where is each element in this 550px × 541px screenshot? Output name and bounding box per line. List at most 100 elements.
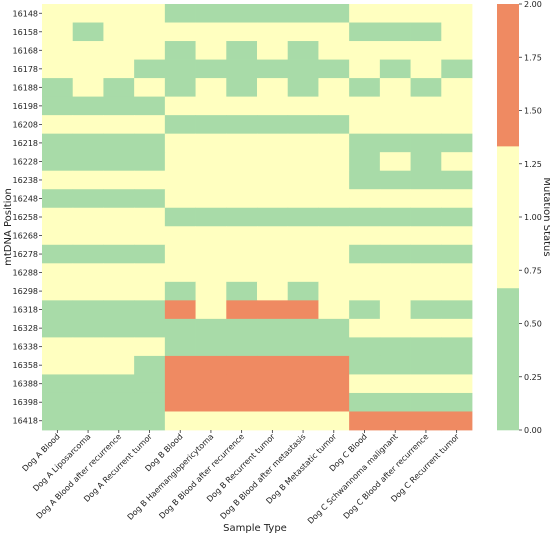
heatmap-cell [195, 318, 227, 338]
y-tick-label: 16228 [13, 157, 38, 166]
colorbar-tick-label: 0.25 [524, 373, 542, 382]
heatmap-cell [349, 244, 381, 264]
heatmap-cell [257, 244, 289, 264]
heatmap-cell [287, 355, 319, 375]
heatmap-cell [195, 96, 227, 116]
heatmap-cell [164, 170, 196, 190]
heatmap-cell [134, 226, 166, 246]
heatmap-cell [318, 337, 350, 357]
heatmap-cell [72, 263, 104, 283]
y-tick-label: 16198 [13, 102, 38, 111]
heatmap-cell [226, 78, 258, 98]
heatmap-cell [349, 41, 381, 60]
y-tick-label: 16328 [13, 324, 38, 333]
y-tick-label: 16288 [13, 269, 38, 278]
heatmap-cell [318, 411, 350, 431]
heatmap-cell [164, 300, 196, 320]
heatmap-cell [226, 244, 258, 264]
heatmap-cell [441, 355, 473, 375]
colorbar-tick-labels: 0.00 0.25 0.50 0.75 1.00 1.25 1.50 1.75 2.00 [519, 0, 542, 435]
heatmap-cell [318, 263, 350, 283]
heatmap-cell [103, 226, 135, 246]
heatmap-cell [441, 337, 473, 357]
heatmap-cell [195, 374, 227, 394]
heatmap-cell [72, 244, 104, 264]
heatmap-cell [42, 152, 74, 172]
heatmap-cell [195, 226, 227, 246]
heatmap-cell [257, 337, 289, 357]
heatmap-cell [134, 207, 166, 227]
heatmap-cell [410, 207, 442, 227]
heatmap-cell [134, 115, 166, 135]
heatmap-cell [226, 263, 258, 283]
heatmap-cell [349, 207, 381, 227]
heatmap-cell [318, 152, 350, 172]
colorbar-segment [497, 146, 519, 289]
heatmap-cell [257, 41, 289, 60]
heatmap-cell [441, 207, 473, 227]
heatmap-cell [257, 300, 289, 320]
heatmap-cell [379, 4, 411, 23]
heatmap-cell [287, 374, 319, 394]
heatmap-cell [318, 59, 350, 79]
heatmap-cell [72, 207, 104, 227]
heatmap-cell [410, 337, 442, 357]
colorbar-tick-label: 1.75 [524, 53, 542, 62]
heatmap-cell [349, 22, 381, 42]
heatmap-cell [441, 133, 473, 153]
heatmap-cell [318, 22, 350, 42]
heatmap-cell [257, 207, 289, 227]
heatmap-cell [287, 22, 319, 42]
heatmap-cell [103, 41, 135, 60]
heatmap-cell [103, 207, 135, 227]
heatmap-cell [410, 115, 442, 135]
heatmap-cell [72, 226, 104, 246]
heatmap-cell [72, 59, 104, 79]
heatmap-cell [42, 207, 74, 227]
heatmap-cell [103, 170, 135, 190]
heatmap-cell [72, 133, 104, 153]
heatmap-cell [410, 78, 442, 98]
heatmap-cell [42, 78, 74, 98]
colorbar-tick-label: 0.00 [524, 426, 542, 435]
heatmap-cell [134, 244, 166, 264]
heatmap-cell [103, 392, 135, 412]
heatmap-cell [379, 189, 411, 209]
heatmap-cell [379, 78, 411, 98]
heatmap-cell [410, 374, 442, 394]
y-tick-label: 16238 [13, 176, 38, 185]
heatmap-cell [349, 189, 381, 209]
heatmap-cell [410, 226, 442, 246]
heatmap-cell [318, 170, 350, 190]
heatmap-cell [318, 374, 350, 394]
heatmap-cell [441, 170, 473, 190]
heatmap-cell [257, 22, 289, 42]
heatmap-cell [42, 41, 74, 60]
heatmap-cell [441, 59, 473, 79]
heatmap-cell [441, 374, 473, 394]
heatmap-cell [410, 41, 442, 60]
heatmap-cell [410, 244, 442, 264]
heatmap-cell [441, 244, 473, 264]
heatmap-cell [42, 244, 74, 264]
heatmap-cell [441, 78, 473, 98]
y-tick-label: 16148 [13, 9, 38, 18]
heatmap-cell [195, 170, 227, 190]
heatmap-cell [164, 22, 196, 42]
heatmap-cell [103, 300, 135, 320]
heatmap-cell [134, 411, 166, 431]
heatmap-cell [318, 207, 350, 227]
y-tick-label: 16358 [13, 361, 38, 370]
heatmap-cell [195, 263, 227, 283]
heatmap-cell [287, 318, 319, 338]
heatmap-cell [195, 411, 227, 431]
heatmap-cell [103, 244, 135, 264]
heatmap-cell [318, 96, 350, 116]
heatmap-cell [349, 374, 381, 394]
heatmap-cell [195, 4, 227, 23]
heatmap-cell [410, 411, 442, 431]
x-axis-label: Sample Type [223, 523, 287, 534]
heatmap-cell [349, 300, 381, 320]
heatmap-cell [349, 96, 381, 116]
y-tick-label: 16168 [13, 46, 38, 55]
